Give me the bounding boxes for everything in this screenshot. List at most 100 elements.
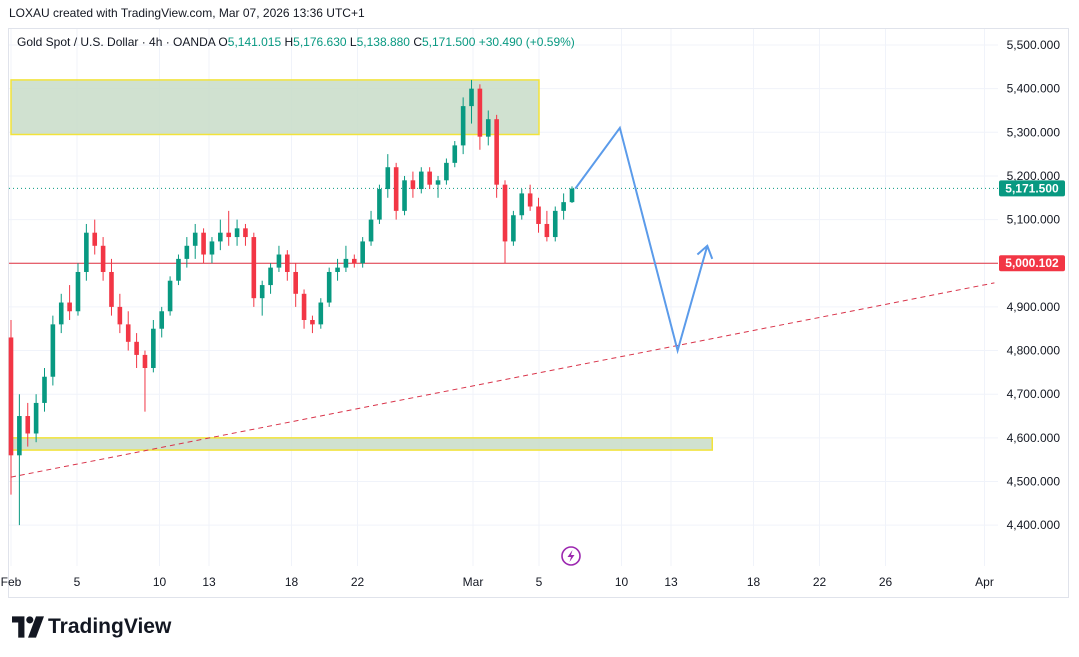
candle-body bbox=[218, 232, 223, 242]
candle-body bbox=[477, 88, 483, 137]
projection-arrowhead bbox=[696, 244, 714, 260]
x-tick-label: 5 bbox=[74, 575, 81, 589]
low-value: 5,138.880 bbox=[356, 35, 410, 49]
x-tick-label: 10 bbox=[615, 575, 629, 589]
candle-body bbox=[151, 328, 156, 369]
candle-body bbox=[184, 245, 190, 259]
candle-body bbox=[360, 241, 365, 264]
candle-body bbox=[527, 193, 533, 207]
candle-body bbox=[33, 402, 39, 434]
chart-frame bbox=[8, 28, 1069, 598]
y-tick-label: 4,900.000 bbox=[1007, 300, 1061, 314]
candle-body bbox=[293, 271, 298, 294]
candle-body bbox=[134, 341, 139, 355]
tradingview-logo[interactable]: TradingView bbox=[12, 615, 171, 639]
candle-body bbox=[259, 285, 265, 299]
candle-body bbox=[100, 245, 106, 272]
candle-body bbox=[167, 280, 173, 312]
candle-body bbox=[402, 180, 407, 211]
candle-body bbox=[485, 119, 491, 137]
candle-body bbox=[536, 206, 541, 224]
x-tick-label: 18 bbox=[285, 575, 299, 589]
candle-body bbox=[268, 267, 273, 286]
candle-body bbox=[117, 306, 123, 325]
candle-body bbox=[544, 223, 550, 238]
x-tick-label: 10 bbox=[153, 575, 167, 589]
candle-body bbox=[92, 232, 98, 246]
x-tick-label: Mar bbox=[463, 575, 484, 589]
candle-body bbox=[444, 162, 449, 181]
candle-body bbox=[310, 319, 315, 325]
candle-body bbox=[201, 232, 206, 255]
symbol-legend: Gold Spot / U.S. Dollar · 4h · OANDA O5,… bbox=[17, 35, 575, 49]
candle-body bbox=[67, 302, 72, 312]
candle-body bbox=[561, 202, 566, 211]
x-tick-label: 26 bbox=[879, 575, 893, 589]
candle-body bbox=[50, 324, 56, 377]
y-tick-label: 5,300.000 bbox=[1007, 125, 1061, 139]
price-badges: 5,171.500 5,000.102 bbox=[999, 180, 1065, 272]
candle-body bbox=[8, 337, 14, 456]
y-tick-label: 4,800.000 bbox=[1007, 344, 1061, 358]
current-price-badge bbox=[999, 180, 1065, 197]
lightning-icon[interactable] bbox=[561, 546, 581, 566]
candle-body bbox=[17, 416, 22, 456]
x-tick-label: 22 bbox=[813, 575, 827, 589]
candle-body bbox=[109, 271, 114, 307]
close-label: C bbox=[413, 35, 422, 49]
tradingview-logo-icon bbox=[12, 616, 44, 638]
candle-body bbox=[418, 171, 424, 190]
candle-body bbox=[519, 193, 525, 216]
candle-body bbox=[192, 232, 198, 246]
candle-body bbox=[393, 167, 399, 211]
candle-body bbox=[427, 171, 432, 185]
candle-body bbox=[335, 267, 340, 272]
level-price-badge bbox=[999, 255, 1065, 272]
candle-body bbox=[176, 258, 181, 281]
candle-body bbox=[42, 376, 47, 403]
candle-body bbox=[318, 302, 324, 325]
levels bbox=[9, 187, 998, 478]
change-value: +30.490 (+0.59%) bbox=[478, 35, 575, 49]
y-axis: 5,500.000 5,400.000 5,300.000 5,200.000 5,10… bbox=[1007, 38, 1061, 532]
chart-attribution: LOXAU created with TradingView.com, Mar … bbox=[9, 6, 365, 20]
y-tick-label: 4,600.000 bbox=[1007, 431, 1061, 445]
candle-body bbox=[326, 271, 332, 303]
symbol-title: Gold Spot / U.S. Dollar · 4h · OANDA bbox=[17, 35, 216, 49]
candle-body bbox=[351, 258, 357, 264]
resistance-zone bbox=[10, 79, 540, 136]
x-tick-label: 18 bbox=[747, 575, 761, 589]
candle-body bbox=[377, 189, 382, 220]
close-value: 5,171.500 bbox=[422, 35, 476, 49]
y-tick-label: 5,500.000 bbox=[1007, 38, 1061, 52]
candle-body bbox=[494, 119, 499, 185]
x-axis: Feb 5 10 13 18 22 Mar 5 10 13 18 22 26 Apr bbox=[1, 575, 994, 589]
candle-body bbox=[469, 88, 474, 107]
candle-body bbox=[502, 184, 508, 242]
candle-body bbox=[276, 254, 282, 268]
candle-body bbox=[343, 258, 349, 268]
candle-body bbox=[552, 210, 558, 238]
support-zone bbox=[10, 437, 713, 451]
candle-body bbox=[58, 302, 64, 325]
candle-body bbox=[25, 416, 31, 434]
high-value: 5,176.630 bbox=[293, 35, 347, 49]
projection-path bbox=[574, 125, 709, 355]
candles bbox=[8, 79, 575, 526]
candle-body bbox=[460, 106, 466, 146]
candle-body bbox=[368, 219, 374, 242]
candle-body bbox=[569, 188, 575, 203]
candle-body bbox=[511, 215, 516, 242]
candle-body bbox=[84, 232, 89, 272]
candle-body bbox=[285, 254, 290, 272]
drawings bbox=[574, 125, 714, 355]
candle-body bbox=[435, 180, 441, 185]
candle-body bbox=[410, 180, 416, 190]
brand-name: TradingView bbox=[48, 615, 172, 638]
candle-body bbox=[226, 232, 232, 238]
low-label: L bbox=[349, 35, 357, 49]
candle-body bbox=[301, 293, 307, 320]
x-tick-label: 13 bbox=[664, 575, 678, 589]
candle-body bbox=[385, 167, 391, 190]
